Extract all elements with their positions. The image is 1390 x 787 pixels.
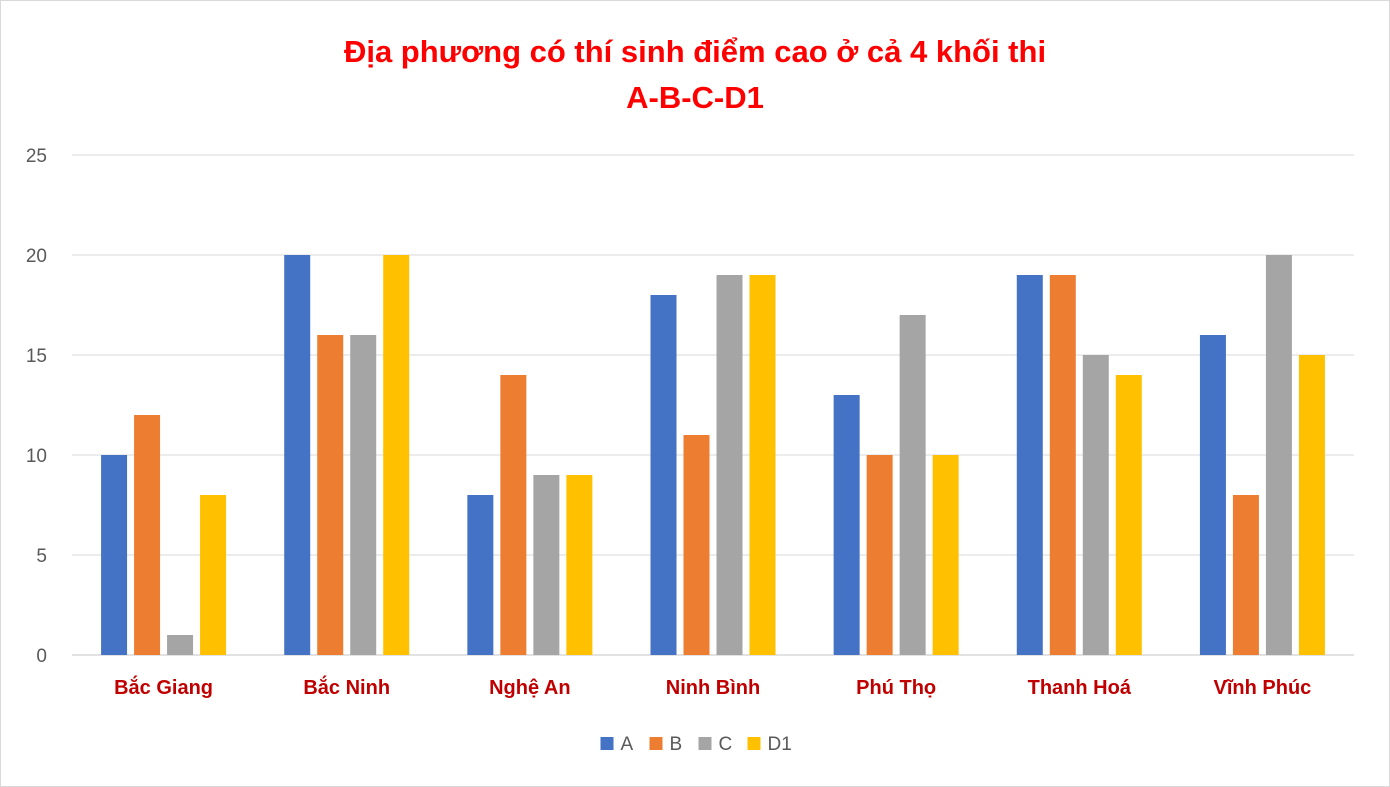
y-tick-label: 15 <box>26 346 47 367</box>
bar-C-3 <box>716 275 743 655</box>
legend-label-C: C <box>719 734 733 755</box>
y-axis-ticks: 0 5 10 15 20 25 <box>26 146 47 667</box>
bar-A-4 <box>833 395 860 655</box>
x-tick-label: Thanh Hoá <box>1028 677 1132 699</box>
bar-C-1 <box>350 335 377 655</box>
bar-B-1 <box>317 335 344 655</box>
bar-B-3 <box>683 435 710 655</box>
bar-D1-2 <box>566 475 593 655</box>
legend-swatch-D1 <box>747 737 761 750</box>
bar-C-4 <box>899 315 926 655</box>
bar-A-2 <box>467 495 494 655</box>
bar-C-0 <box>167 635 194 655</box>
legend-swatch-C <box>698 737 712 750</box>
bar-D1-4 <box>932 455 959 655</box>
bar-A-3 <box>650 295 677 655</box>
bar-D1-0 <box>200 495 227 655</box>
bar-D1-6 <box>1298 355 1325 655</box>
x-axis-ticks: Bắc Giang Bắc Ninh Nghệ An Ninh Bình Phú Thọ… <box>114 675 1311 699</box>
bar-A-6 <box>1199 335 1226 655</box>
chart-title-line-1: Địa phương có thí sinh điểm cao ở cả 4 k… <box>343 34 1047 69</box>
x-tick-label: Bắc Ninh <box>303 675 390 699</box>
legend: A B C D1 <box>600 734 792 755</box>
x-tick-label: Nghệ An <box>489 677 570 699</box>
bar-C-5 <box>1082 355 1109 655</box>
y-tick-label: 0 <box>36 646 47 667</box>
y-tick-label: 25 <box>26 146 47 167</box>
legend-swatch-A <box>600 737 614 750</box>
bar-B-5 <box>1049 275 1076 655</box>
bar-C-2 <box>533 475 560 655</box>
x-tick-label: Phú Thọ <box>856 677 936 699</box>
legend-label-B: B <box>670 734 683 755</box>
x-tick-label: Bắc Giang <box>114 675 213 699</box>
chart-subtitle: A-B-C-D1 <box>626 80 764 115</box>
bars <box>101 255 1325 655</box>
bar-B-4 <box>866 455 893 655</box>
x-tick-label: Ninh Bình <box>666 677 760 699</box>
bar-A-0 <box>101 455 128 655</box>
bar-A-5 <box>1016 275 1043 655</box>
bar-A-1 <box>284 255 311 655</box>
y-tick-label: 20 <box>26 246 47 267</box>
bar-B-6 <box>1232 495 1259 655</box>
legend-label-A: A <box>621 734 634 755</box>
legend-swatch-B <box>649 737 663 750</box>
bar-D1-5 <box>1115 375 1142 655</box>
legend-label-D1: D1 <box>768 734 792 755</box>
bar-D1-3 <box>749 275 776 655</box>
bar-B-2 <box>500 375 527 655</box>
y-tick-label: 5 <box>36 546 47 567</box>
y-tick-label: 10 <box>26 446 47 467</box>
gridlines <box>72 154 1354 656</box>
bar-D1-1 <box>383 255 410 655</box>
x-tick-label: Vĩnh Phúc <box>1214 677 1312 699</box>
bar-C-6 <box>1265 255 1292 655</box>
bar-B-0 <box>134 415 161 655</box>
